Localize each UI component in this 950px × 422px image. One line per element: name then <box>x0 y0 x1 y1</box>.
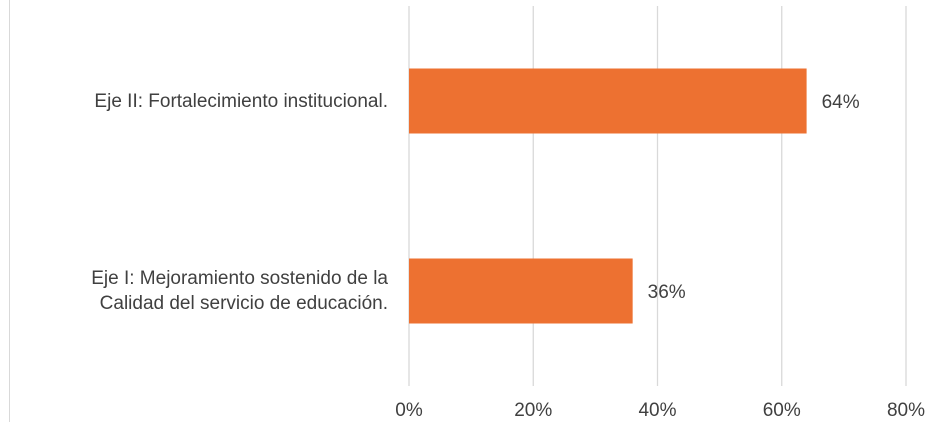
x-tick-label-60: 60% <box>763 400 801 421</box>
category-label-1: Eje I: Mejoramiento sostenido de la Cali… <box>91 268 388 314</box>
x-tick-label-80: 80% <box>887 400 925 421</box>
data-label-1: 36% <box>648 282 686 303</box>
x-tick-label-0: 0% <box>395 400 423 421</box>
data-label-0: 64% <box>822 92 860 113</box>
x-tick-label-40: 40% <box>638 400 676 421</box>
plot-area-border <box>9 0 10 422</box>
category-label-0: Eje II: Fortalecimiento institucional. <box>94 90 388 112</box>
x-tick-label-20: 20% <box>514 400 552 421</box>
bar-0 <box>409 68 807 134</box>
bar-1 <box>409 258 633 324</box>
